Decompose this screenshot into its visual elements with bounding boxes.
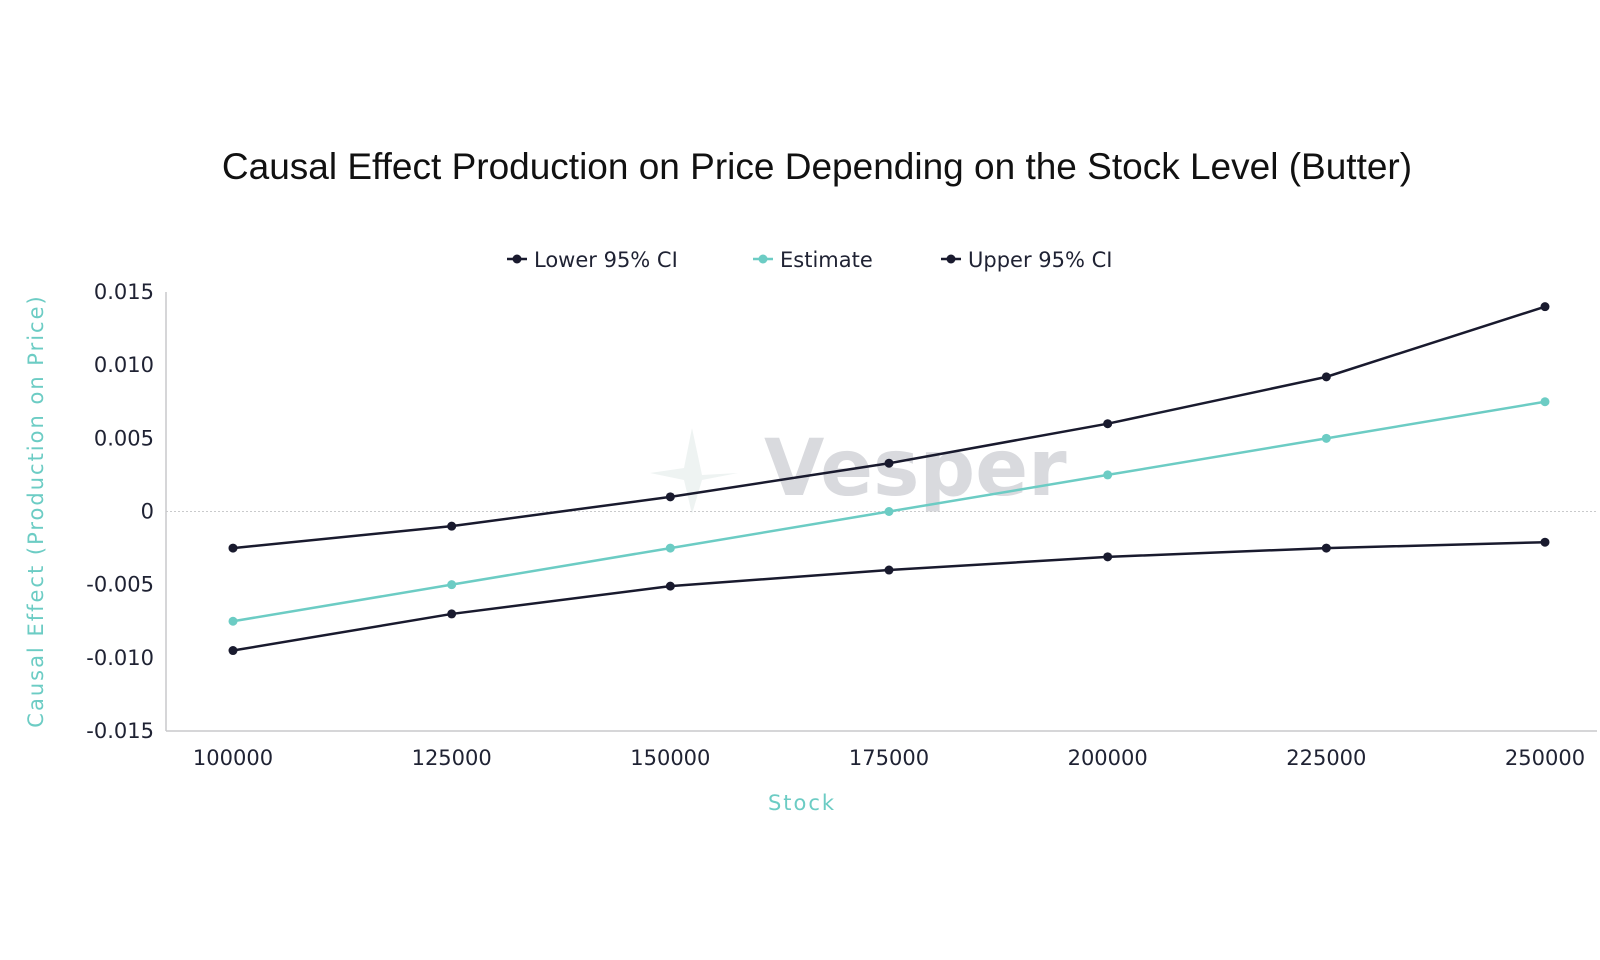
data-point xyxy=(665,581,675,591)
data-point xyxy=(228,646,238,656)
legend-swatch-marker[interactable] xyxy=(758,254,768,264)
watermark-text: Vesper xyxy=(764,424,1067,514)
data-point xyxy=(228,543,238,553)
data-point xyxy=(447,609,457,619)
data-point xyxy=(665,543,675,553)
y-tick-label: 0.005 xyxy=(94,426,154,450)
data-point xyxy=(447,521,457,531)
data-point xyxy=(1103,552,1113,562)
y-tick-label: 0 xyxy=(141,500,154,524)
data-point xyxy=(1321,543,1331,553)
data-point xyxy=(1103,470,1113,480)
legend-swatch-marker[interactable] xyxy=(512,254,522,264)
y-tick-label: 0.015 xyxy=(94,280,154,304)
legend-label[interactable]: Lower 95% CI xyxy=(534,248,678,272)
x-axis-title: Stock xyxy=(768,791,836,815)
data-point xyxy=(1540,302,1550,312)
chart-title: Causal Effect Production on Price Depend… xyxy=(221,146,1413,187)
legend-label[interactable]: Estimate xyxy=(780,248,873,272)
x-tick-label: 100000 xyxy=(193,746,273,770)
series-line xyxy=(232,540,1546,652)
data-point xyxy=(1103,419,1113,429)
y-tick-label: -0.010 xyxy=(86,646,154,670)
x-tick-label: 125000 xyxy=(412,746,492,770)
data-point xyxy=(1321,433,1331,443)
data-point xyxy=(447,580,457,590)
data-point xyxy=(1321,372,1331,382)
data-point xyxy=(884,507,894,516)
y-tick-label: -0.015 xyxy=(86,719,154,743)
data-point xyxy=(1540,397,1550,407)
x-tick-label: 200000 xyxy=(1068,746,1148,770)
data-point xyxy=(228,616,238,626)
watermark-star-icon xyxy=(650,428,738,514)
data-point xyxy=(884,458,894,468)
data-point xyxy=(665,492,675,502)
y-tick-label: 0.010 xyxy=(94,353,154,377)
data-point xyxy=(1540,537,1550,547)
x-tick-label: 225000 xyxy=(1286,746,1366,770)
data-point xyxy=(884,565,894,575)
legend-swatch-marker[interactable] xyxy=(946,254,956,264)
y-tick-label: -0.005 xyxy=(86,573,154,597)
x-tick-label: 175000 xyxy=(849,746,929,770)
x-tick-label: 250000 xyxy=(1505,746,1585,770)
y-axis-title: Causal Effect (Production on Price) xyxy=(24,294,48,727)
x-tick-label: 150000 xyxy=(630,746,710,770)
legend-label[interactable]: Upper 95% CI xyxy=(968,248,1112,272)
